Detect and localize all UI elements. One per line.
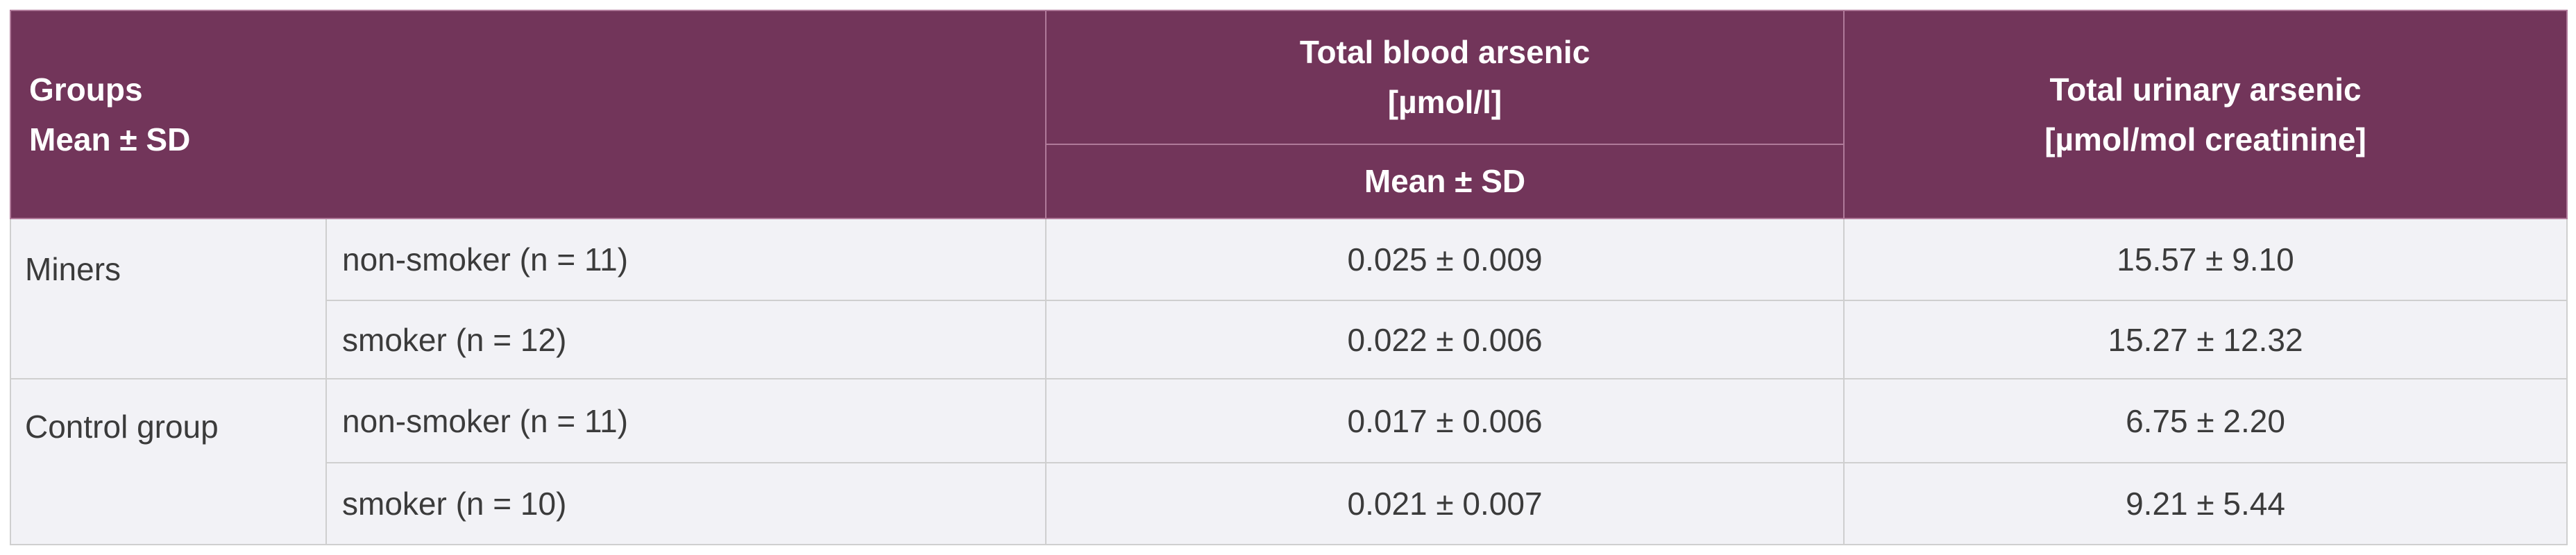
table-header-row: Groups Mean ± SD Total blood arsenic [µm…: [9, 10, 2568, 219]
row-label: smoker (n = 10): [325, 461, 1047, 546]
header-blood-arsenic: Total blood arsenic [µmol/l]: [1045, 10, 1845, 145]
urine-value: 9.21 ± 5.44: [1843, 461, 2568, 546]
header-urine-title: Total urinary arsenic: [2049, 71, 2362, 108]
urine-value: 15.27 ± 12.32: [1843, 300, 2568, 380]
header-groups-stat: Mean ± SD: [29, 121, 191, 157]
header-blood-unit: [µmol/l]: [1387, 84, 1502, 121]
row-label: smoker (n = 12): [325, 300, 1047, 380]
arsenic-results-table: Groups Mean ± SD Total blood arsenic [µm…: [9, 10, 2568, 546]
group-label-miners: Miners: [10, 217, 327, 380]
header-blood-mean-sd: Mean ± SD: [1045, 143, 1845, 219]
table-row: smoker (n = 12) 0.022 ± 0.006 15.27 ± 12…: [10, 300, 2568, 380]
group-label-control: Control group: [10, 378, 327, 545]
table-subheader-row: Mean ± SD: [10, 143, 2567, 219]
header-urinary-arsenic: Total urinary arsenic [µmol/mol creatini…: [1843, 10, 2568, 219]
row-label: non-smoker (n = 11): [325, 378, 1047, 463]
table-row: smoker (n = 10) 0.021 ± 0.007 9.21 ± 5.4…: [10, 461, 2568, 546]
blood-value: 0.017 ± 0.006: [1045, 378, 1845, 463]
blood-value: 0.025 ± 0.009: [1045, 217, 1845, 302]
urine-value: 6.75 ± 2.20: [1843, 378, 2568, 463]
row-label: non-smoker (n = 11): [325, 217, 1047, 302]
header-urine-unit: [µmol/mol creatinine]: [2044, 121, 2366, 157]
blood-value: 0.022 ± 0.006: [1045, 300, 1845, 380]
header-groups-title: Groups: [29, 71, 143, 108]
header-blood-title: Total blood arsenic: [1299, 34, 1591, 71]
blood-value: 0.021 ± 0.007: [1045, 461, 1845, 546]
table-row: Control group non-smoker (n = 11) 0.017 …: [10, 378, 2568, 545]
arsenic-table-container: Groups Mean ± SD Total blood arsenic [µm…: [9, 10, 2568, 546]
urine-value: 15.57 ± 9.10: [1843, 217, 2568, 302]
header-groups: Groups Mean ± SD: [9, 10, 1047, 219]
table-row: Miners non-smoker (n = 11) 0.025 ± 0.009…: [10, 217, 2568, 380]
